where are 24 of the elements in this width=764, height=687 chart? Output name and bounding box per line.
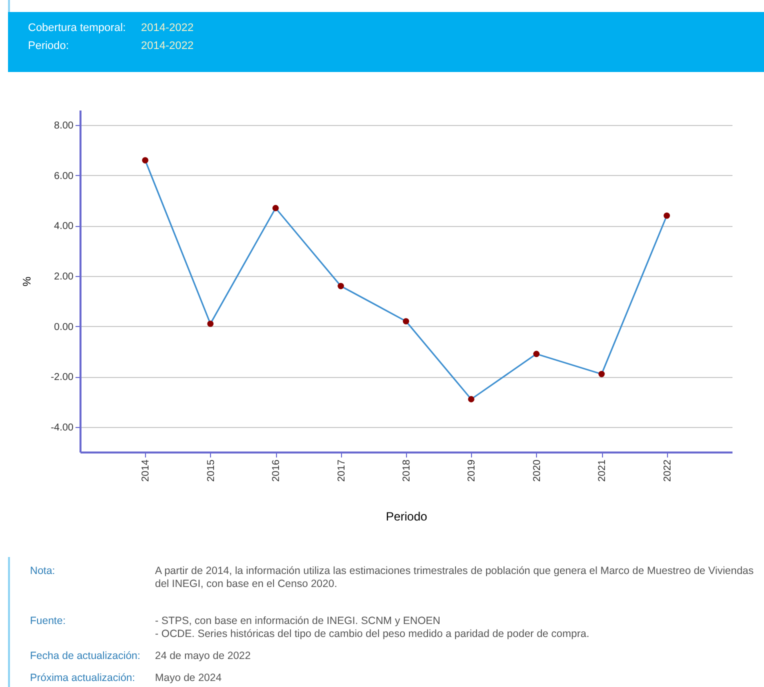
x-tick-label: 2018 [402,459,412,482]
text: Cobertura temporal: 2014-2022 [28,22,194,34]
text: Nota: A partir de 2014, la información utiliza las estimaciones trimestrales de población que genera el Marco de Muestreo de Viviendas del INEGI, con base en el Censo 2020. [30,565,754,590]
x-axis-title: Periodo [386,510,428,524]
x-tick-label: 2015 [206,459,217,482]
x-tick-label: 2016 [271,459,282,482]
y-tick-label: -4.00 [50,422,74,434]
text: Fecha de actualización: 24 de mayo de 2022 [30,650,251,662]
y-tick-label: 2.00 [54,271,74,282]
x-tick-label: 2022 [662,459,674,482]
x-tick-label: 2014 [140,459,152,482]
y-tick-label: -2.00 [50,372,74,384]
x-tick-label: 2021 [597,459,608,482]
text: Próxima actualización: Mayo de 2024 [30,672,222,684]
y-tick-label: 0.00 [54,322,74,333]
y-tick-label: 4.00 [54,221,74,232]
y-tick-label: 6.00 [54,170,74,182]
x-tick-label: 2017 [336,459,348,482]
text: Periodo: 2014-2022 [28,40,194,52]
x-tick-label: 2020 [532,459,543,482]
text: Fuente: - STPS, con base en información de INEGI. SCNM y ENOEN - OCDE. Series históricas del tipo de cambio del peso medido a paridad de poder de compra. [30,615,590,640]
x-tick-label: 2019 [466,459,478,482]
y-tick-label: 8.00 [54,120,74,132]
y-axis-title: % [22,276,34,286]
